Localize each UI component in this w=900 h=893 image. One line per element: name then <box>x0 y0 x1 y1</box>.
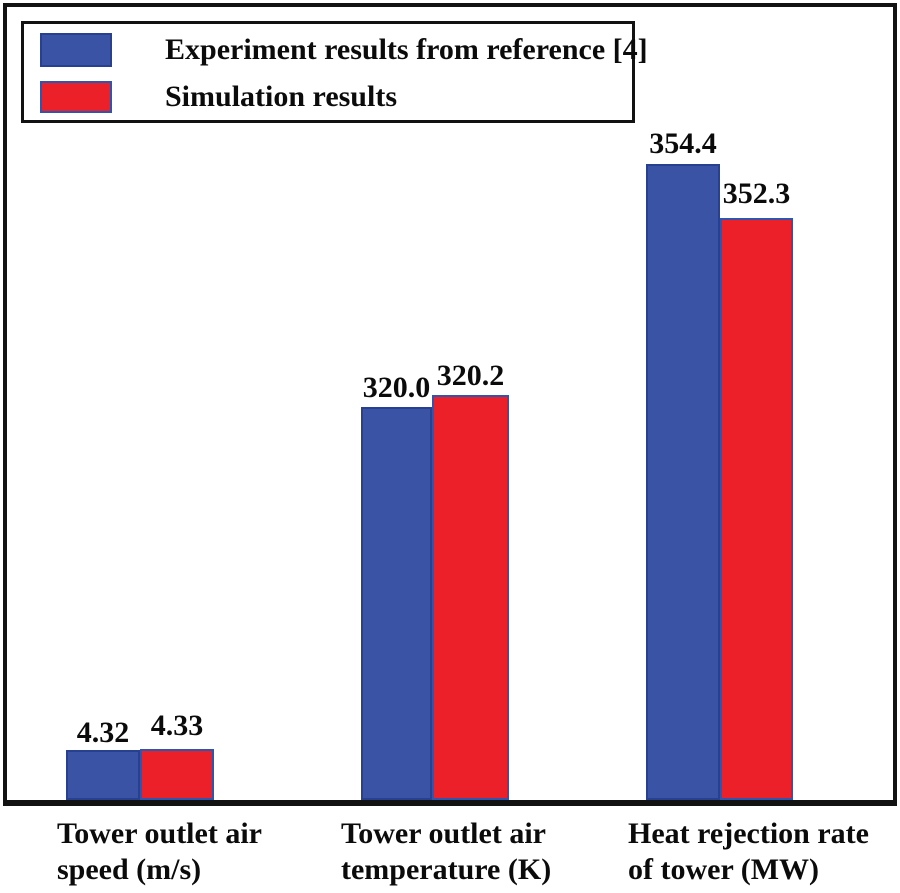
category-label-line: speed (m/s) <box>57 853 202 886</box>
experiment-bar-group-2 <box>361 407 432 800</box>
simulation-bar-value-label-group-2: 320.2 <box>436 359 505 392</box>
simulation-bar-value-label-group-1: 4.33 <box>150 709 204 742</box>
experiment-bar-group-3 <box>646 164 720 800</box>
category-label-tower-speed: Tower outlet air speed (m/s) <box>57 816 262 888</box>
category-label-line: Heat rejection rate <box>628 817 869 850</box>
category-label-line: Tower outlet air <box>341 817 546 850</box>
category-label-line: of tower (MW) <box>628 853 820 886</box>
bars-layer: 4.32 4.33 320.0 320.2 354.4 352.3 <box>7 7 893 800</box>
simulation-bar-group-2 <box>432 395 509 800</box>
legend-label-experiment: Experiment results from reference [4] <box>165 33 648 66</box>
experiment-bar-value-label-group-1: 4.32 <box>76 716 130 749</box>
category-label-heat-rejection: Heat rejection rate of tower (MW) <box>628 816 869 888</box>
category-label-line: temperature (K) <box>341 853 552 886</box>
simulation-bar-group-3 <box>720 218 793 800</box>
experiment-bar-group-1 <box>66 750 140 800</box>
legend-label-simulation: Simulation results <box>165 80 397 113</box>
category-label-line: Tower outlet air <box>57 817 262 850</box>
simulation-bar-group-1 <box>140 749 214 800</box>
category-label-tower-temperature: Tower outlet air temperature (K) <box>341 816 551 888</box>
experiment-bar-value-label-group-3: 354.4 <box>649 127 717 160</box>
legend-swatch-simulation-icon <box>40 81 112 113</box>
legend: Experiment results from reference [4] Si… <box>21 21 648 123</box>
legend-swatch-experiment-icon <box>40 33 112 67</box>
experiment-bar-value-label-group-2: 320.0 <box>362 371 431 404</box>
simulation-bar-value-label-group-3: 352.3 <box>722 177 791 210</box>
